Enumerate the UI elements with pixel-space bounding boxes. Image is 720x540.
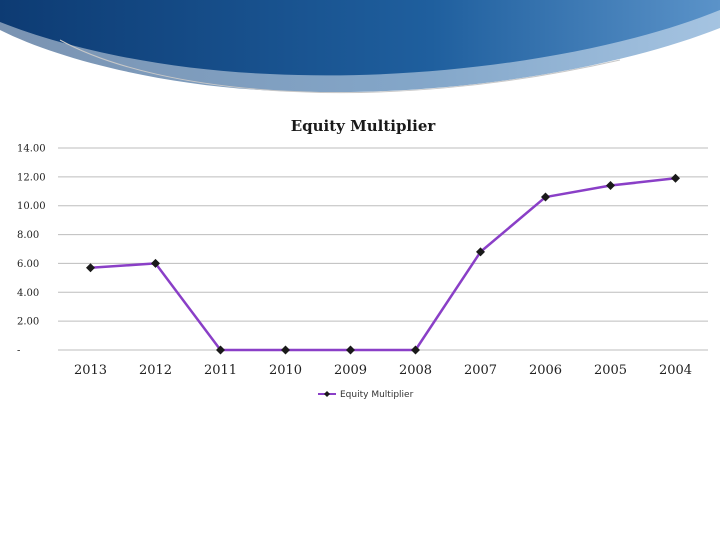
x-tick-label: 2011 (204, 363, 237, 378)
data-point-marker (216, 345, 225, 355)
y-tick-label: 10.00 (17, 201, 46, 212)
data-point-marker (86, 263, 95, 273)
data-point-marker (606, 181, 615, 191)
data-point-marker (151, 258, 160, 268)
x-tick-label: 2005 (594, 363, 627, 378)
y-tick-label: 2.00 (17, 317, 39, 328)
equity-multiplier-chart: Equity Multiplier - 2.00 4.00 6.00 8.00 10.00… (17, 117, 708, 400)
data-point-marker (671, 173, 680, 183)
series-line (90, 177, 676, 352)
y-tick-label: - (17, 346, 20, 357)
banner-swoosh-front (0, 0, 720, 76)
series-layer (86, 173, 680, 355)
banner-thin-line (59, 39, 621, 94)
data-point-marker (411, 345, 420, 355)
legend-label: Equity Multiplier (340, 390, 414, 400)
y-tick-label: 6.00 (17, 259, 39, 270)
x-tick-label: 2007 (464, 363, 497, 378)
y-tick-label: 8.00 (17, 230, 39, 241)
y-tick-label: 12.00 (17, 172, 46, 183)
x-tick-label: 2009 (334, 363, 367, 378)
data-point-marker (476, 247, 485, 257)
data-point-marker (281, 345, 290, 355)
y-tick-label: 14.00 (17, 144, 46, 155)
x-tick-label: 2008 (399, 363, 432, 378)
y-tick-label: 4.00 (17, 288, 39, 299)
x-tick-label: 2012 (139, 363, 172, 378)
y-axis-ticks: - 2.00 4.00 6.00 8.00 10.00 12.00 14.00 (17, 144, 46, 357)
data-point-marker (541, 192, 550, 202)
x-tick-label: 2006 (529, 363, 562, 378)
x-tick-label: 2010 (269, 363, 302, 378)
x-tick-label: 2004 (659, 363, 692, 378)
x-axis-ticks: 2013 2012 2011 2010 2009 2008 2007 2006 2005 2004 (74, 363, 692, 378)
legend: Equity Multiplier (318, 390, 414, 400)
chart-title: Equity Multiplier (291, 117, 437, 135)
gridlines (58, 147, 708, 351)
x-tick-label: 2013 (74, 363, 107, 378)
legend-marker (324, 391, 330, 397)
header-banner (0, 0, 720, 94)
data-point-marker (346, 345, 355, 355)
